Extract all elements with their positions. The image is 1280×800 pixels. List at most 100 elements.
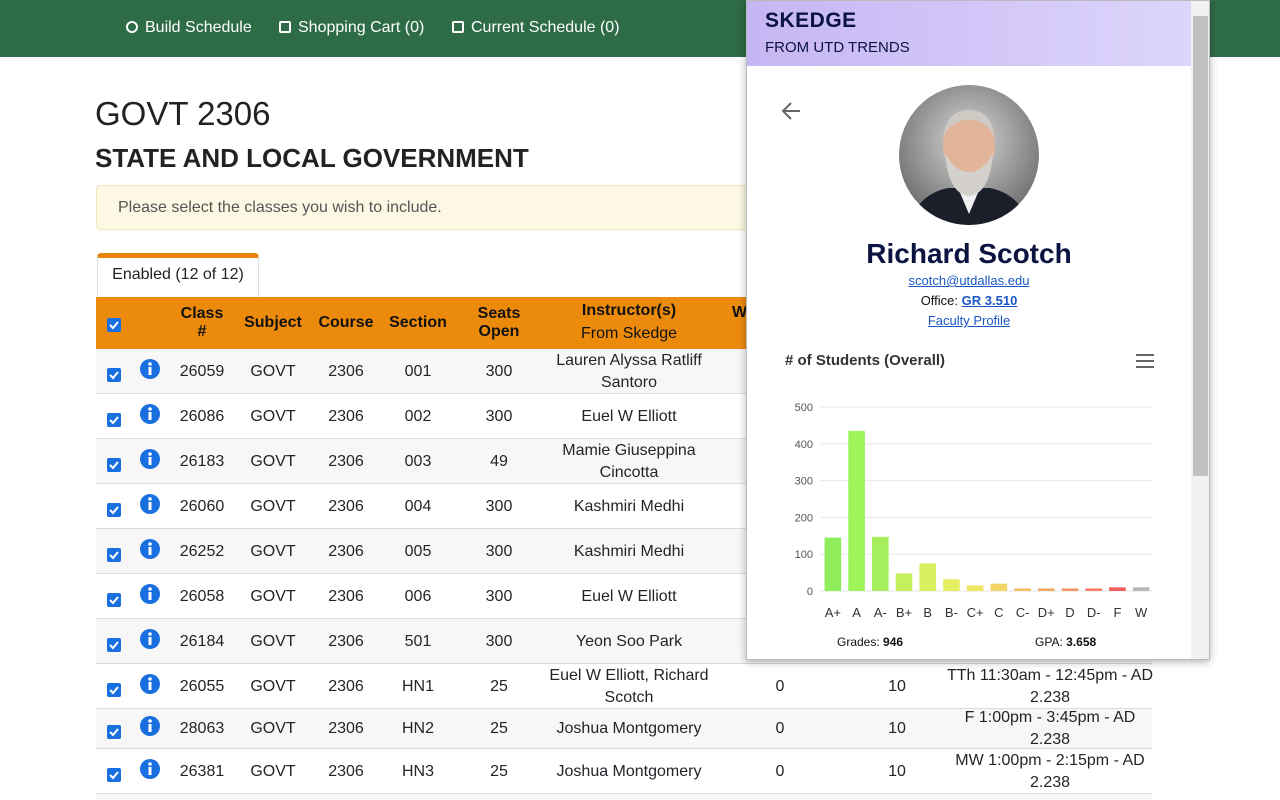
checkbox[interactable] bbox=[107, 637, 121, 652]
course-code: GOVT 2306 bbox=[95, 95, 271, 132]
table-cell: 300 bbox=[485, 542, 513, 560]
table-cell: 300 bbox=[485, 407, 513, 425]
bar bbox=[1132, 587, 1150, 591]
info-glyph bbox=[140, 358, 160, 379]
nav-link[interactable]: Current Schedule (0) bbox=[471, 19, 620, 36]
info-icon[interactable] bbox=[139, 358, 161, 380]
course-title: STATE AND LOCAL GOVERNMENT bbox=[95, 143, 529, 173]
checkbox[interactable] bbox=[107, 367, 121, 382]
info-glyph bbox=[140, 448, 160, 469]
table-cell: 49 bbox=[490, 452, 508, 470]
column-header: Subject bbox=[244, 314, 302, 331]
table-cell: TTh 11:30am - 12:45pm - AD 2.238 bbox=[946, 666, 1153, 706]
checkbox[interactable] bbox=[107, 682, 121, 697]
x-tick-label: B+ bbox=[896, 605, 912, 620]
chart-menu[interactable] bbox=[1135, 353, 1155, 369]
checkbox[interactable] bbox=[107, 592, 121, 607]
checkbox[interactable] bbox=[107, 767, 121, 782]
scrollbar-thumb[interactable] bbox=[1193, 16, 1208, 476]
nav-icon bbox=[279, 21, 291, 33]
table-row bbox=[96, 664, 1152, 709]
x-tick-label: C bbox=[994, 605, 1003, 620]
brand: SKEDGE bbox=[765, 9, 857, 32]
check-mark bbox=[109, 321, 119, 330]
bar bbox=[824, 537, 842, 591]
x-tick-label: F bbox=[1113, 605, 1121, 620]
checkbox[interactable] bbox=[107, 457, 121, 472]
x-tick-label: A+ bbox=[825, 605, 841, 620]
y-tick-label: 100 bbox=[795, 549, 813, 561]
table-cell: 26381 bbox=[179, 762, 225, 780]
table-cell: Joshua Montgomery bbox=[556, 762, 702, 780]
table-cell: 26184 bbox=[179, 632, 225, 650]
gpa-label: GPA: bbox=[1035, 635, 1063, 649]
tab[interactable] bbox=[97, 253, 259, 297]
info-icon[interactable] bbox=[139, 583, 161, 605]
back-arrow[interactable] bbox=[777, 97, 807, 127]
x-tick-label: C+ bbox=[967, 605, 984, 620]
info-glyph bbox=[140, 758, 160, 779]
table-cell: 2306 bbox=[328, 587, 364, 605]
bar bbox=[871, 536, 889, 591]
office-line: Office: GR 3.510 bbox=[747, 293, 1191, 309]
column-header: W bbox=[732, 304, 748, 321]
table-cell: 0 bbox=[775, 720, 785, 737]
column-header: Course bbox=[318, 314, 374, 331]
profile-link[interactable]: Faculty Profile bbox=[927, 313, 1011, 328]
info-glyph bbox=[140, 628, 160, 649]
checkbox[interactable] bbox=[107, 725, 121, 739]
nav-link[interactable]: Shopping Cart (0) bbox=[298, 19, 425, 36]
grades-label: Grades: bbox=[837, 635, 880, 649]
bar bbox=[966, 585, 984, 591]
bar bbox=[943, 579, 960, 591]
photo-hair bbox=[943, 110, 995, 139]
table-cell: 2306 bbox=[328, 632, 364, 650]
column-header-note: From Skedge bbox=[580, 325, 678, 342]
y-tick-label: 400 bbox=[795, 439, 813, 451]
info-icon[interactable] bbox=[139, 715, 161, 737]
nav-link[interactable]: Build Schedule bbox=[145, 19, 252, 36]
office-link[interactable]: GR 3.510 bbox=[961, 293, 1018, 308]
checkbox[interactable] bbox=[107, 412, 121, 427]
table-cell: 10 bbox=[888, 677, 906, 695]
photo-face bbox=[943, 114, 995, 178]
info-icon[interactable] bbox=[139, 403, 161, 425]
info-icon[interactable] bbox=[139, 758, 161, 780]
x-tick-label: D- bbox=[1087, 605, 1101, 620]
info-glyph bbox=[140, 716, 160, 736]
table-cell: 25 bbox=[490, 677, 508, 695]
info-icon[interactable] bbox=[139, 493, 161, 515]
info-glyph bbox=[140, 673, 160, 694]
table-cell: 300 bbox=[485, 362, 513, 380]
column-header: Class # bbox=[180, 305, 224, 340]
table-cell: 2306 bbox=[328, 720, 364, 737]
table-cell: 26058 bbox=[179, 587, 225, 605]
info-icon[interactable] bbox=[139, 538, 161, 560]
info-glyph bbox=[140, 583, 160, 604]
info-glyph bbox=[140, 538, 160, 559]
tab-label[interactable]: Enabled (12 of 12) bbox=[112, 266, 244, 283]
gpa-value: 3.658 bbox=[1066, 635, 1097, 649]
check-mark bbox=[109, 550, 119, 559]
grades-value: 946 bbox=[883, 635, 904, 649]
info-icon[interactable] bbox=[139, 628, 161, 650]
info-icon[interactable] bbox=[139, 448, 161, 470]
table-cell: Mamie Giuseppina Cincotta bbox=[562, 441, 696, 481]
table-cell: GOVT bbox=[250, 632, 296, 650]
table-cell: 300 bbox=[485, 632, 513, 650]
email-link[interactable]: scotch@utdallas.edu bbox=[908, 273, 1030, 288]
chart-title: # of Students (Overall) bbox=[785, 352, 946, 369]
table-cell: HN1 bbox=[401, 677, 434, 695]
table-cell: 2306 bbox=[328, 762, 364, 780]
y-tick-label: 500 bbox=[795, 402, 813, 414]
bar bbox=[1061, 588, 1079, 591]
skedge-popup: 0 100 200 300 400 500 A+ A A- B+ B B- C+ C C- D+ D D- F W S… bbox=[746, 0, 1210, 660]
checkbox[interactable] bbox=[107, 502, 121, 517]
table-cell: 26059 bbox=[179, 362, 225, 380]
checkbox[interactable] bbox=[107, 318, 121, 332]
check-mark bbox=[109, 505, 119, 514]
table-cell: 001 bbox=[404, 362, 432, 380]
table-cell: 10 bbox=[888, 762, 906, 780]
info-icon[interactable] bbox=[139, 673, 161, 695]
checkbox[interactable] bbox=[107, 547, 121, 562]
